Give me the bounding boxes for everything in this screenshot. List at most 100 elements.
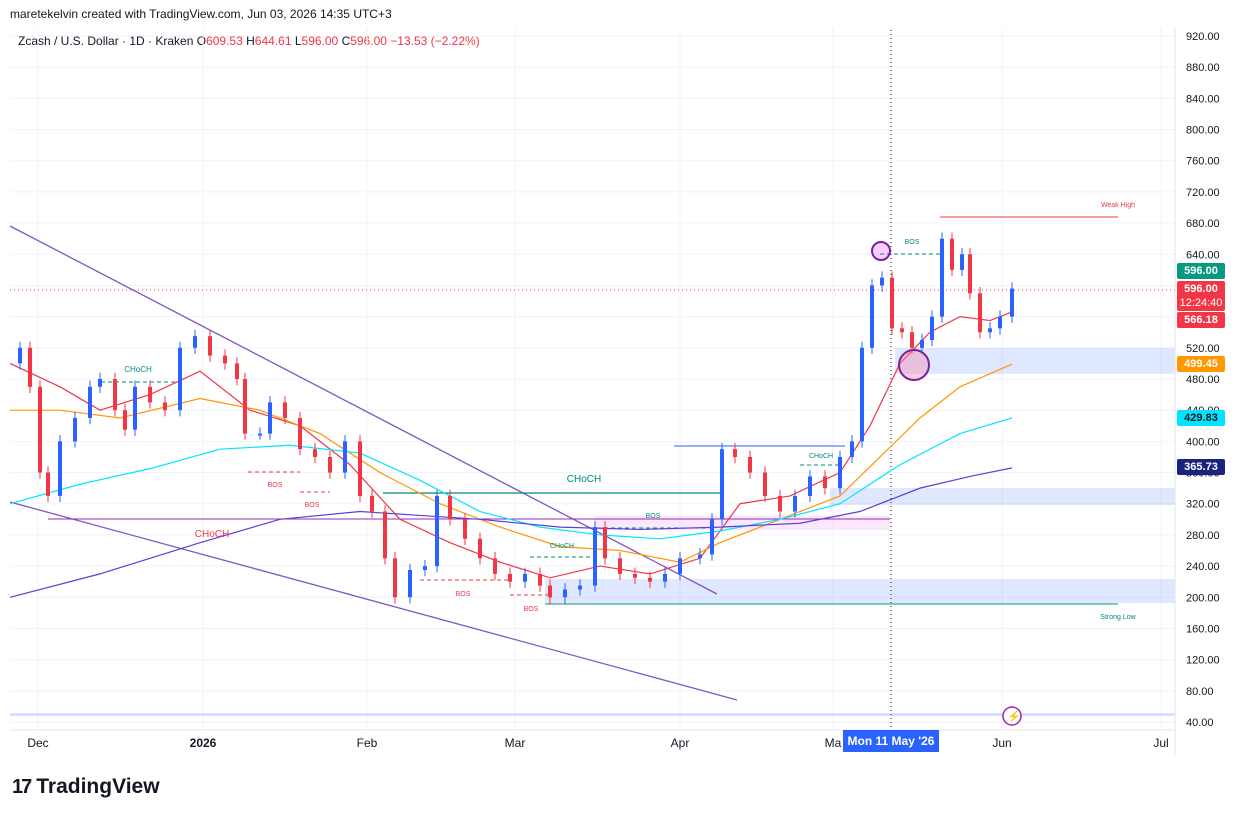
open-label: O [196,34,207,48]
high-label: H [246,34,255,48]
candle-body [850,441,854,457]
alert-fire-icon-glyph: ⚡ [1007,710,1021,723]
annotation-label: BOS [905,239,920,246]
candles [18,232,1014,604]
annotation-label: CHoCH [550,543,574,550]
candle-body [208,336,212,356]
alert-fire-icon [1002,706,1022,726]
demand-zone-3 [545,579,1175,603]
trendline-lower [9,501,738,701]
x-tick-label: Dec [27,736,48,750]
candle-body [988,328,992,333]
candle-body [870,285,874,348]
y-tick-label: 320.00 [1186,499,1220,511]
ma-red-line [9,311,1013,579]
x-tick-label: 2026 [190,736,217,750]
y-tick-label: 240.00 [1186,561,1220,573]
candle-body [593,527,597,586]
ma-purple-tag: 365.73 [1177,459,1225,475]
y-tick-label: 40.00 [1186,717,1214,729]
candle-body [648,577,652,582]
candle-body [978,293,982,333]
candle-body [178,347,182,411]
candle-body [890,277,894,329]
candle-body [968,254,972,294]
candle-body [463,519,467,539]
y-tick-label: 160.00 [1186,623,1220,635]
y-tick-label: 480.00 [1186,374,1220,386]
candle-body [920,340,924,348]
candle-body [950,238,954,270]
trendlines[interactable] [9,225,738,701]
y-tick-label: 840.00 [1186,93,1220,105]
ma-cyan-line [9,417,1013,540]
candle-body [538,573,542,586]
candle-body [423,566,427,570]
candle-body [1010,288,1014,317]
low-value: 596.00 [301,34,339,48]
candle-body [193,336,197,348]
annotation-label: CHoCH [124,365,152,374]
candle-body [358,441,362,496]
candle-body [860,347,864,442]
candle-body [223,355,227,364]
ma-purple-line [9,467,1013,598]
annotation-label: CHoCH [567,474,601,485]
candle-body [73,417,77,442]
candle-body [733,449,737,457]
y-axis[interactable]: 920.00 880.00 840.00 800.00 760.00 720.00 680.… [1186,31,1220,729]
candle-body [148,386,152,403]
candle-body [328,456,332,473]
annotation-label: BOS [524,606,539,613]
candle-body [38,386,42,473]
change-value: −13.53 (−2.22%) [390,34,480,48]
candle-body [793,495,797,512]
high-marker-circle [871,241,891,261]
candle-body [748,456,752,473]
moving-averages [9,311,1013,598]
high-value: 644.61 [254,34,292,48]
annotation-label: CHoCH [809,453,833,460]
candle-body [698,554,702,559]
y-tick-label: 680.00 [1186,218,1220,230]
candle-body [578,585,582,590]
candle-body [243,379,247,434]
candle-body [930,316,934,341]
candle-body [493,558,497,574]
candle-body [88,386,92,418]
grid-lines [10,28,1175,730]
annotation-label: BOS [646,513,661,520]
x-tick-label: Jul [1153,736,1168,750]
x-axis[interactable]: Dec 2026 Feb Mar Apr Ma Jun Jul [27,736,1168,750]
x-tick-label: Apr [671,736,690,750]
annotation-label: Weak High [1101,202,1135,209]
y-tick-label: 640.00 [1186,249,1220,261]
close-label: C [341,34,351,48]
tradingview-logo[interactable]: 17 TradingView [12,775,160,799]
candle-body [258,433,262,436]
candle-body [235,363,239,379]
y-tick-label: 800.00 [1186,125,1220,137]
candle-body [58,441,62,496]
candle-body [393,558,397,598]
y-tick-label: 520.00 [1186,343,1220,355]
candle-body [123,410,127,430]
symbol-name[interactable]: Zcash / U.S. Dollar · 1D · Kraken [18,34,194,48]
y-tick-label: 880.00 [1186,62,1220,74]
candle-body [383,511,387,559]
candle-body [998,316,1002,329]
candle-body [98,379,102,387]
y-tick-label: 920.00 [1186,31,1220,43]
tradingview-logo-icon: 17 [12,775,32,798]
candle-body [618,558,622,574]
candle-body [710,519,714,555]
bottom-zone [10,713,1175,716]
candle-body [508,573,512,582]
last-price-tag-green: 596.00 [1177,263,1225,279]
x-tick-label: Ma [825,736,842,750]
candle-body [823,476,827,489]
candle-body [880,277,884,286]
y-tick-label: 200.00 [1186,592,1220,604]
candle-body [838,456,842,489]
